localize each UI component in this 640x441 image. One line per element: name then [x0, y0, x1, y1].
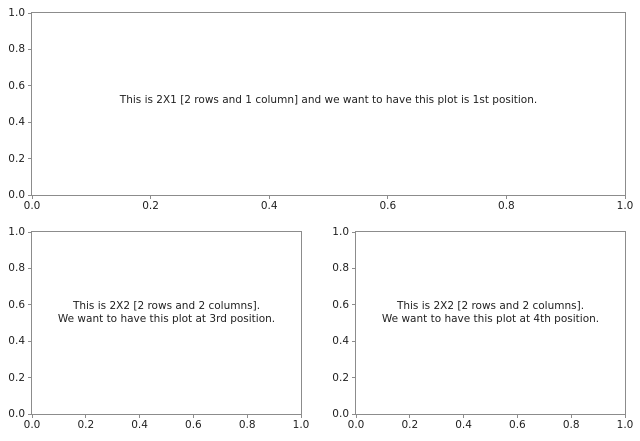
subplot-4: This is 2X2 [2 rows and 2 columns]. We w…: [332, 226, 633, 431]
y-tick-label: 0.4: [332, 335, 349, 348]
y-tick-mark: [28, 413, 32, 415]
y-tick-mark: [28, 377, 32, 379]
x-tick-label: 1.0: [616, 419, 634, 431]
x-tick-label: 0.2: [142, 200, 159, 212]
x-tick-mark: [516, 414, 518, 418]
x-tick-mark: [150, 195, 152, 199]
y-tick-mark: [352, 413, 356, 415]
y-tick-mark: [28, 304, 32, 306]
y-tick-label: 0.2: [8, 152, 25, 165]
x-tick-label: 0.4: [260, 200, 278, 212]
x-tick-mark: [246, 414, 248, 418]
x-tick-label: 0.0: [23, 200, 41, 212]
y-tick-label: 0.8: [332, 262, 349, 275]
y-tick-label: 0.2: [332, 371, 349, 384]
x-tick-mark: [268, 195, 270, 199]
subplot-3-annotation: This is 2X2 [2 rows and 2 columns]. We w…: [57, 300, 276, 325]
x-tick-label: 0.6: [509, 419, 526, 431]
x-tick-label: 1.0: [292, 419, 310, 431]
y-tick-label: 0.8: [8, 43, 25, 56]
subplot-1: This is 2X1 [2 rows and 1 column] and we…: [8, 7, 633, 212]
x-tick-mark: [570, 414, 572, 418]
x-tick-label: 0.6: [185, 419, 202, 431]
y-tick-mark: [28, 340, 32, 342]
y-tick-mark: [352, 267, 356, 269]
x-tick-mark: [192, 414, 194, 418]
x-tick-mark: [624, 414, 626, 418]
x-tick-label: 1.0: [616, 200, 634, 212]
y-tick-mark: [352, 304, 356, 306]
x-tick-label: 0.8: [562, 419, 580, 431]
y-tick-label: 1.0: [8, 226, 25, 238]
x-tick-mark: [505, 195, 507, 199]
y-tick-label: 0.6: [8, 298, 25, 311]
y-tick-mark: [28, 158, 32, 160]
y-tick-mark: [352, 340, 356, 342]
y-tick-label: 0.0: [8, 189, 25, 201]
y-tick-label: 1.0: [332, 226, 349, 238]
y-tick-label: 0.0: [8, 408, 25, 420]
subplot-4-annotation: This is 2X2 [2 rows and 2 columns]. We w…: [381, 300, 600, 325]
x-tick-label: 0.4: [131, 419, 148, 431]
y-tick-mark: [28, 12, 32, 14]
y-tick-label: 0.2: [8, 371, 25, 384]
y-tick-label: 0.6: [332, 298, 349, 311]
subplot-1-annotation: This is 2X1 [2 rows and 1 column] and we…: [119, 94, 538, 106]
x-tick-mark: [139, 414, 141, 418]
y-tick-label: 0.4: [8, 335, 25, 348]
x-tick-mark: [85, 414, 87, 418]
y-tick-mark: [352, 377, 356, 379]
y-tick-mark: [28, 231, 32, 233]
y-tick-mark: [352, 231, 356, 233]
x-tick-mark: [624, 195, 626, 199]
y-tick-mark: [28, 194, 32, 196]
x-tick-label: 0.2: [401, 419, 419, 431]
x-tick-mark: [409, 414, 411, 418]
y-tick-label: 1.0: [8, 7, 25, 19]
x-tick-mark: [355, 414, 357, 418]
x-tick-label: 0.0: [347, 419, 365, 431]
y-tick-label: 0.6: [8, 79, 25, 92]
y-tick-mark: [28, 121, 32, 123]
x-tick-mark: [300, 414, 302, 418]
x-tick-label: 0.2: [77, 419, 95, 431]
x-tick-mark: [31, 414, 33, 418]
x-tick-mark: [387, 195, 389, 199]
x-tick-mark: [31, 195, 33, 199]
x-tick-label: 0.8: [498, 200, 515, 212]
y-tick-label: 0.0: [332, 408, 349, 420]
x-tick-label: 0.8: [238, 419, 256, 431]
x-tick-mark: [463, 414, 465, 418]
y-tick-mark: [28, 48, 32, 50]
y-tick-label: 0.8: [8, 262, 25, 275]
x-tick-label: 0.0: [23, 419, 41, 431]
subplot-3: This is 2X2 [2 rows and 2 columns]. We w…: [8, 226, 309, 431]
y-tick-mark: [28, 85, 32, 87]
y-tick-label: 0.4: [8, 116, 25, 129]
x-tick-label: 0.6: [379, 200, 397, 212]
x-tick-label: 0.4: [455, 419, 472, 431]
y-tick-mark: [28, 267, 32, 269]
